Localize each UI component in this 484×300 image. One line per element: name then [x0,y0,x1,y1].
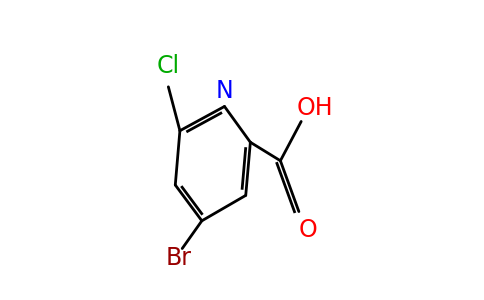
Text: OH: OH [297,96,333,120]
Text: Cl: Cl [157,54,180,78]
Text: N: N [215,80,233,103]
Text: Br: Br [166,246,192,270]
Text: O: O [299,218,318,242]
